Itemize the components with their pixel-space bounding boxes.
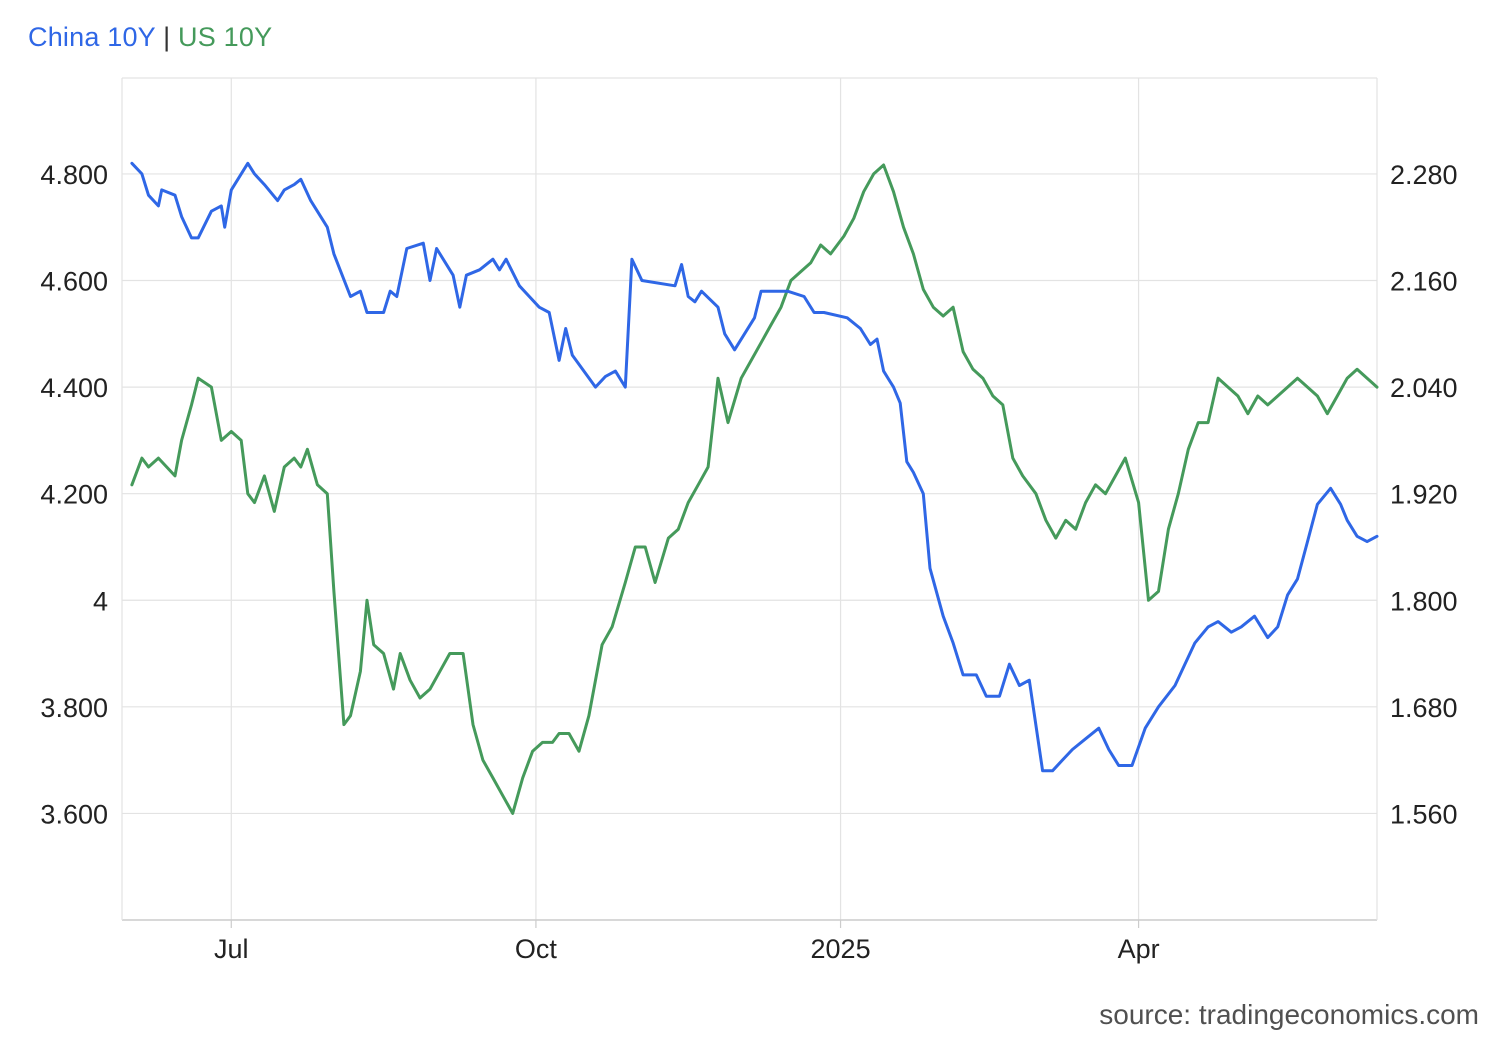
x-tick-label: Apr (1118, 934, 1160, 964)
y-right-tick-label: 1.560 (1390, 799, 1458, 829)
y-left-tick-label: 4.200 (40, 480, 108, 510)
y-left-tick-label: 4.600 (40, 267, 108, 297)
source-attribution: source: tradingeconomics.com (1099, 999, 1479, 1030)
x-tick-label: Oct (515, 934, 558, 964)
legend-separator: | (163, 22, 171, 52)
y-left-tick-label: 3.600 (40, 799, 108, 829)
x-tick-label: Jul (214, 934, 249, 964)
chart-legend: China 10Y | US 10Y (28, 22, 272, 53)
y-right-tick-label: 1.680 (1390, 693, 1458, 723)
y-left-tick-label: 4 (93, 586, 108, 616)
tick-layer: 3.600 3.800 4 4.200 4.400 4.600 4.800 1.560 1.68… (40, 160, 1457, 964)
grid-layer (122, 77, 1377, 920)
y-left-tick-label: 4.400 (40, 373, 108, 403)
legend-china-10y[interactable]: China 10Y (28, 22, 156, 52)
y-right-tick-label: 2.040 (1390, 373, 1458, 403)
series-layer (130, 161, 1379, 815)
axis-layer (121, 78, 1378, 928)
x-tick-label: 2025 (811, 934, 871, 964)
series-line-us-10y[interactable] (130, 163, 1379, 815)
y-right-tick-label: 1.920 (1390, 480, 1458, 510)
y-right-tick-label: 1.800 (1390, 586, 1458, 616)
legend-us-10y[interactable]: US 10Y (178, 22, 273, 52)
y-left-tick-label: 4.800 (40, 160, 108, 190)
y-right-tick-label: 2.280 (1390, 160, 1458, 190)
y-right-tick-label: 2.160 (1390, 267, 1458, 297)
y-left-tick-label: 3.800 (40, 693, 108, 723)
series-line-china-10y[interactable] (130, 161, 1379, 773)
